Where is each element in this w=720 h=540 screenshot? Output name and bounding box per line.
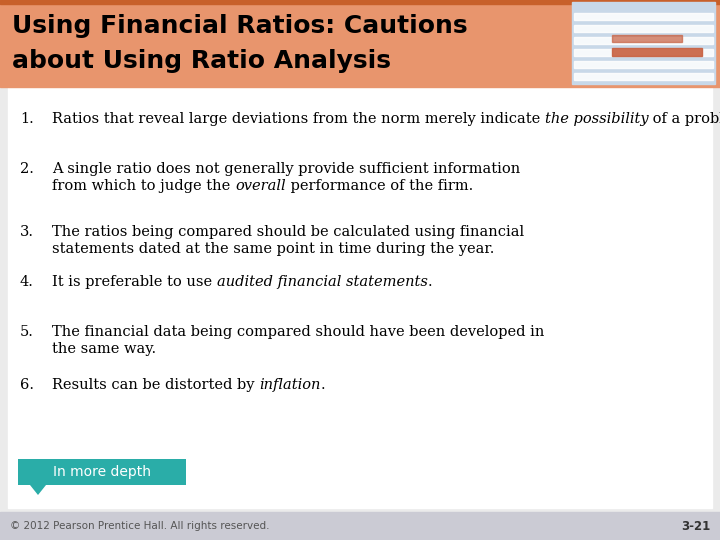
Bar	[574, 25, 713, 32]
Text: Ratios that reveal large deviations from the norm merely indicate: Ratios that reveal large deviations from…	[52, 112, 545, 126]
Text: about Using Ratio Analysis: about Using Ratio Analysis	[12, 49, 391, 73]
Text: inflation: inflation	[259, 378, 320, 392]
Text: statements dated at the same point in time during the year.: statements dated at the same point in ti…	[52, 242, 495, 256]
Bar	[572, 2, 715, 84]
Text: of a problem.: of a problem.	[649, 112, 720, 126]
Bar	[574, 37, 713, 44]
Bar	[574, 73, 713, 80]
Bar	[574, 61, 713, 68]
Text: It is preferable to use: It is preferable to use	[52, 275, 217, 289]
Text: The financial data being compared should have been developed in: The financial data being compared should…	[52, 325, 544, 339]
Text: In more depth: In more depth	[53, 465, 151, 479]
Text: 3-21: 3-21	[680, 519, 710, 532]
Text: the same way.: the same way.	[52, 342, 156, 356]
FancyBboxPatch shape	[18, 459, 186, 485]
Text: 3.: 3.	[20, 225, 34, 239]
Bar	[574, 13, 713, 20]
Text: © 2012 Pearson Prentice Hall. All rights reserved.: © 2012 Pearson Prentice Hall. All rights…	[10, 521, 269, 531]
Bar	[574, 49, 713, 56]
Bar	[612, 48, 702, 56]
Text: the possibility: the possibility	[545, 112, 649, 126]
Polygon shape	[30, 485, 46, 495]
Text: .: .	[320, 378, 325, 392]
Text: 1.: 1.	[20, 112, 34, 126]
Bar	[612, 35, 682, 42]
Bar	[8, 87, 712, 508]
Text: A single ratio does not generally provide sufficient information: A single ratio does not generally provid…	[52, 162, 521, 176]
Text: from which to judge the: from which to judge the	[52, 179, 235, 193]
Text: Using Financial Ratios: Cautions: Using Financial Ratios: Cautions	[12, 14, 467, 38]
Text: Results can be distorted by: Results can be distorted by	[52, 378, 259, 392]
Bar	[0, 0, 720, 87]
Text: 2.: 2.	[20, 162, 34, 176]
Text: performance of the firm.: performance of the firm.	[286, 179, 473, 193]
Text: 4.: 4.	[20, 275, 34, 289]
Text: 6.: 6.	[20, 378, 34, 392]
Text: overall: overall	[235, 179, 286, 193]
Bar	[0, 512, 720, 540]
Bar	[0, 0, 720, 4]
Text: audited financial statements: audited financial statements	[217, 275, 428, 289]
Text: The ratios being compared should be calculated using financial: The ratios being compared should be calc…	[52, 225, 524, 239]
Text: 5.: 5.	[20, 325, 34, 339]
Text: .: .	[428, 275, 432, 289]
